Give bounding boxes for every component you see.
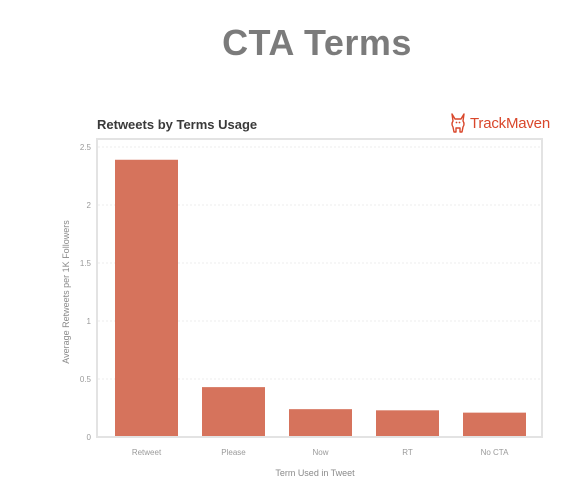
- y-tick-label: 2: [87, 201, 92, 210]
- x-tick-label: Now: [312, 448, 328, 457]
- bar-please: [202, 387, 265, 436]
- corgi-logo-icon: [451, 113, 465, 133]
- y-tick-label: 0: [87, 433, 92, 442]
- x-tick-label: No CTA: [481, 448, 510, 457]
- y-tick-label: 1.5: [80, 259, 92, 268]
- bar-rt: [376, 410, 439, 436]
- y-tick-labels: 0 0.5 1 1.5 2 2.5: [80, 143, 92, 442]
- x-tick-labels: Retweet Please Now RT No CTA: [132, 448, 509, 457]
- x-axis-title: Term Used in Tweet: [275, 468, 355, 478]
- y-tick-label: 1: [87, 317, 92, 326]
- x-tick-label: Retweet: [132, 448, 162, 457]
- bar-retweet: [115, 159, 178, 436]
- y-axis-title: Average Retweets per 1K Followers: [61, 220, 71, 364]
- bar-now: [289, 409, 352, 436]
- chart-title: Retweets by Terms Usage: [97, 117, 258, 132]
- bars: [115, 159, 526, 436]
- brand-name: TrackMaven: [470, 114, 550, 132]
- brand-logo: TrackMaven: [449, 112, 550, 134]
- x-tick-label: RT: [402, 448, 413, 457]
- bar-no-cta: [463, 412, 526, 436]
- plot-frame: [96, 138, 543, 438]
- x-tick-label: Please: [221, 448, 246, 457]
- page-title: CTA Terms: [222, 22, 412, 63]
- y-tick-label: 0.5: [80, 375, 92, 384]
- y-tick-label: 2.5: [80, 143, 92, 152]
